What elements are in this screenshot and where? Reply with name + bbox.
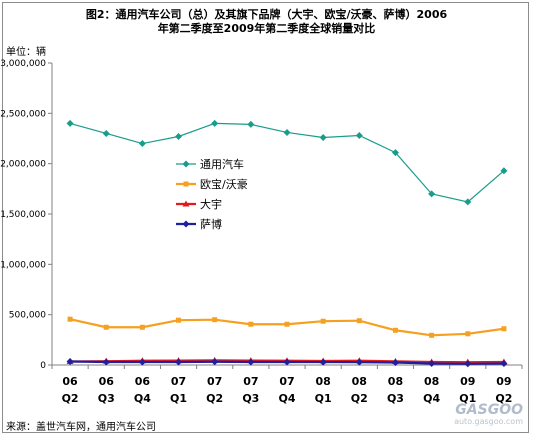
x-tick-label-year: 07: [279, 375, 294, 388]
data-point-series-1: [138, 140, 146, 148]
data-point-series-2: [356, 318, 362, 324]
data-point-series-2: [501, 326, 507, 332]
data-point-series-2: [67, 316, 73, 322]
data-point-series-4: [319, 358, 327, 366]
x-tick-label-year: 08: [315, 375, 330, 388]
legend-label: 通用汽车: [200, 157, 244, 171]
y-axis-unit-label: 单位：辆: [6, 47, 46, 58]
x-tick-label-quarter: Q2: [62, 392, 79, 405]
data-point-series-2: [212, 317, 218, 323]
data-point-series-4: [138, 358, 146, 366]
watermark-url: auto.gasgoo.com: [454, 417, 523, 426]
data-point-series-4: [283, 358, 291, 366]
data-point-series-4: [500, 359, 508, 367]
data-point-series-4: [464, 360, 472, 368]
data-point-series-2: [465, 331, 471, 337]
y-tick-label: 2,500,000: [0, 109, 46, 119]
x-tick-label-quarter: Q4: [134, 392, 151, 405]
legend-swatch-marker: [183, 181, 189, 187]
x-tick-label-year: 09: [496, 375, 511, 388]
x-tick-label-year: 08: [352, 375, 367, 388]
data-point-series-2: [429, 332, 435, 338]
x-tick-label-year: 09: [460, 375, 475, 388]
y-tick-label: 1,500,000: [0, 210, 46, 220]
x-tick-label-year: 06: [135, 375, 151, 388]
chart-title-line2: 年第二季度至2009年第二季度全球销量对比: [157, 22, 376, 35]
x-tick-label-quarter: Q4: [278, 392, 295, 405]
data-point-series-1: [66, 119, 74, 127]
watermark-brand: GASGOO: [455, 402, 523, 418]
data-point-series-4: [355, 358, 363, 366]
data-point-series-1: [175, 132, 183, 140]
y-tick-label: 1,000,000: [0, 260, 46, 270]
data-point-series-1: [247, 120, 255, 128]
x-tick-label-year: 07: [207, 375, 222, 388]
data-point-series-2: [139, 324, 145, 330]
x-tick-label-year: 07: [243, 375, 258, 388]
legend-swatch-marker: [182, 160, 190, 168]
data-point-series-2: [103, 324, 109, 330]
x-tick-label-quarter: Q2: [206, 392, 223, 405]
data-point-series-1: [211, 119, 219, 127]
data-point-series-2: [176, 317, 182, 323]
x-tick-label-year: 08: [388, 375, 403, 388]
data-point-series-4: [211, 358, 219, 366]
legend-swatch-marker: [182, 220, 190, 228]
data-point-series-1: [391, 149, 399, 157]
series-line-2: [69, 318, 505, 337]
y-tick-label: 2,000,000: [0, 160, 46, 170]
x-tick-label-quarter: Q3: [387, 392, 404, 405]
x-tick-label-quarter: Q4: [423, 392, 440, 405]
x-tick-label-year: 08: [424, 375, 439, 388]
data-point-series-4: [102, 358, 110, 366]
legend-label: 欧宝/沃豪: [200, 177, 248, 191]
x-tick-label-year: 06: [99, 375, 115, 388]
data-point-series-4: [66, 357, 74, 365]
legend-label: 萨博: [200, 218, 222, 231]
chart-title: 图2：通用汽车公司（总）及其旗下品牌（大宇、欧宝/沃豪、萨博）2006 年第二季…: [0, 8, 533, 36]
x-tick-label-quarter: Q1: [315, 392, 332, 405]
data-point-series-4: [247, 358, 255, 366]
legend-label: 大宇: [200, 197, 222, 211]
x-tick-label-quarter: Q1: [170, 392, 187, 405]
data-point-series-1: [500, 167, 508, 175]
data-point-series-1: [428, 190, 436, 198]
watermark-logo: GASGOO auto.gasgoo.com: [454, 402, 523, 427]
x-tick-label-quarter: Q2: [351, 392, 368, 405]
data-point-series-4: [391, 358, 399, 366]
data-point-series-1: [464, 198, 472, 206]
chart-title-line1: 图2：通用汽车公司（总）及其旗下品牌（大宇、欧宝/沃豪、萨博）2006: [85, 8, 448, 21]
x-tick-label-quarter: Q2: [495, 392, 512, 405]
x-tick-label-quarter: Q1: [459, 392, 476, 405]
x-tick-label-quarter: Q3: [242, 392, 259, 405]
y-tick-label: 0: [40, 361, 46, 371]
data-point-series-4: [175, 358, 183, 366]
data-point-series-1: [283, 128, 291, 136]
data-point-series-4: [428, 359, 436, 367]
data-point-series-1: [355, 131, 363, 139]
legend-swatch-marker: [182, 200, 190, 207]
data-point-series-2: [284, 321, 290, 327]
data-point-series-2: [248, 321, 254, 327]
y-tick-label: 3,000,000: [0, 59, 46, 69]
x-tick-label-year: 07: [171, 375, 186, 388]
data-point-series-2: [320, 318, 326, 324]
data-point-series-2: [392, 327, 398, 333]
y-tick-label: 500,000: [9, 311, 46, 321]
source-note: 来源：盖世汽车网，通用汽车公司: [6, 422, 156, 433]
x-tick-label-year: 06: [62, 375, 78, 388]
data-point-series-1: [102, 129, 110, 137]
x-tick-label-quarter: Q3: [98, 392, 115, 405]
data-point-series-1: [319, 133, 327, 141]
